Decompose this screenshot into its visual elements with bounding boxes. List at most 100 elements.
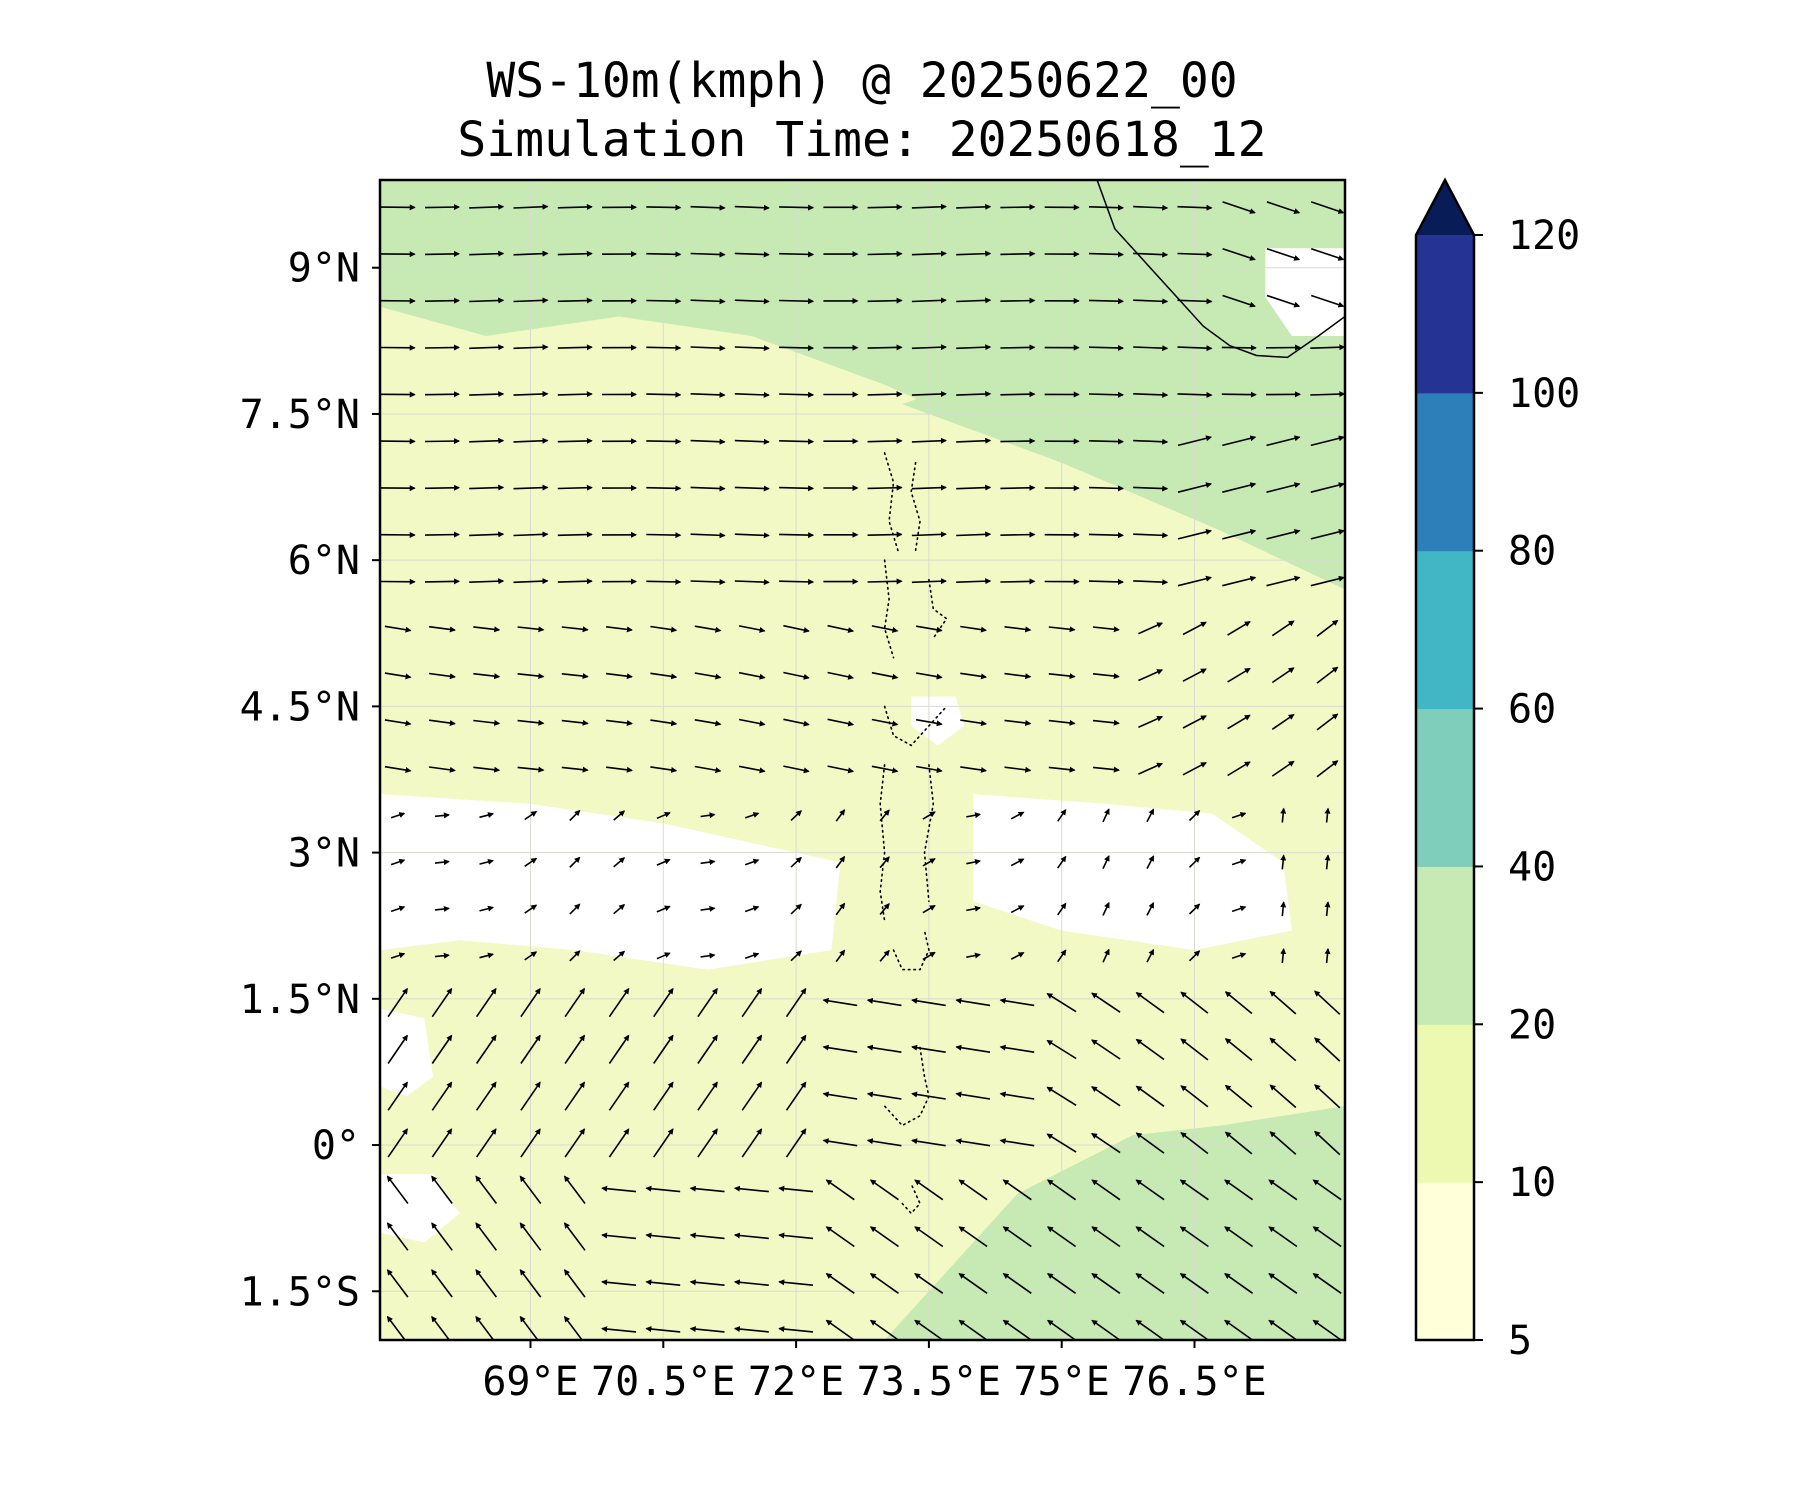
colorbar-segment-2	[1416, 866, 1474, 1025]
wind-arrow-236	[1102, 855, 1110, 870]
wind-arrow-134	[475, 1034, 497, 1064]
wind-arrow-13	[958, 1319, 988, 1340]
wind-arrow-535	[690, 204, 726, 211]
wind-arrow-448	[734, 391, 770, 398]
wind-speed-contours	[380, 180, 1345, 1340]
wind-arrow-228	[744, 858, 760, 866]
wind-arrow-308	[384, 672, 412, 680]
wind-arrow-147	[1046, 1039, 1077, 1060]
wind-arrow-203	[613, 903, 626, 915]
wind-arrow-409	[956, 484, 992, 491]
y-axis-ticks: 9°N 7.5°N 6°N 4.5°N 3°N 1.5°N 0° 1.5°S	[240, 246, 380, 1315]
wind-arrow-342	[915, 625, 943, 633]
wind-arrow-221	[434, 859, 450, 866]
wind-arrow-194	[1188, 950, 1201, 962]
wind-arrow-238	[1188, 856, 1201, 868]
wind-arrow-151	[1224, 1038, 1253, 1061]
wind-arrow-102	[999, 1138, 1035, 1147]
wind-arrow-254	[922, 811, 936, 820]
wind-arrow-348	[1182, 621, 1207, 636]
wind-arrow-214	[1102, 901, 1110, 916]
wind-arrow-260	[1188, 810, 1201, 822]
wind-arrow-7	[689, 1326, 725, 1333]
wind-arrow-78	[914, 1179, 944, 1201]
wind-arrow-283	[1227, 761, 1251, 777]
wind-arrow-531	[513, 203, 549, 210]
wind-arrow-278	[1004, 766, 1032, 773]
wind-arrow-400	[557, 484, 593, 491]
wind-arrow-282	[1182, 761, 1207, 776]
wind-arrow-34	[914, 1273, 944, 1294]
wind-arrow-209	[879, 903, 890, 916]
colorbar-label-6: 100	[1508, 371, 1580, 417]
wind-arrow-430	[911, 437, 947, 444]
coastline-layer	[1096, 180, 1345, 359]
wind-arrow-185	[790, 950, 802, 962]
wind-arrow-443	[513, 390, 549, 397]
chart-subtitle: Simulation Time: 20250618_12	[457, 112, 1266, 168]
wind-arrow-142	[822, 1044, 858, 1053]
wind-arrow-29	[689, 1279, 725, 1286]
map-plot-area	[380, 180, 1345, 1340]
y-tick-label-2: 6°N	[288, 538, 360, 584]
wind-arrow-386	[911, 531, 947, 538]
wind-arrow-446	[646, 391, 682, 398]
wind-arrow-54	[825, 1226, 855, 1248]
wind-arrow-518	[911, 250, 947, 257]
wind-arrow-49	[601, 1232, 637, 1240]
wind-arrow-256	[1010, 811, 1025, 820]
y-tick-label-5: 1.5°N	[240, 977, 360, 1023]
wind-arrow-39	[1135, 1273, 1165, 1294]
wind-arrow-129	[1224, 1084, 1253, 1108]
wind-arrow-360	[734, 579, 770, 586]
wind-arrow-83	[1135, 1179, 1165, 1201]
wind-arrow-463	[424, 344, 460, 351]
wind-arrow-505	[1310, 294, 1345, 308]
x-tick-label-2: 72°E	[748, 1359, 844, 1405]
wind-arrow-65	[1312, 1226, 1342, 1248]
wind-arrow-167	[955, 997, 991, 1007]
wind-arrow-355	[513, 578, 549, 585]
wind-arrow-323	[1048, 673, 1076, 680]
wind-arrow-407	[867, 484, 903, 491]
wind-arrow-334	[561, 626, 589, 633]
y-tick-label-0: 9°N	[288, 246, 360, 292]
wind-arrow-313	[606, 672, 633, 680]
wind-arrow-385	[867, 531, 903, 538]
wind-arrow-314	[650, 672, 678, 680]
wind-arrow-497	[956, 297, 992, 304]
wind-arrow-79	[958, 1179, 988, 1201]
wind-arrow-345	[1048, 626, 1076, 633]
wind-arrow-139	[697, 1034, 718, 1064]
wind-arrow-328	[1271, 667, 1295, 684]
x-tick-label-4: 75°E	[1014, 1359, 1110, 1405]
wind-arrow-5	[601, 1326, 637, 1333]
wind-arrow-179	[524, 951, 538, 961]
wind-arrow-419	[424, 438, 460, 445]
maldives-atolls-layer	[879, 452, 948, 1215]
atoll-outline-7	[892, 929, 930, 971]
wind-arrow-320	[915, 672, 943, 680]
wind-arrow-383	[779, 532, 815, 539]
wind-arrow-111	[431, 1081, 453, 1111]
wind-arrow-248	[656, 812, 671, 820]
contour-region-8	[1265, 248, 1345, 336]
wind-arrow-63	[1224, 1226, 1254, 1248]
wind-arrow-57	[958, 1226, 988, 1248]
wind-arrow-6	[645, 1326, 681, 1333]
wind-arrow-509	[513, 250, 549, 257]
colorbar-label-0: 5	[1508, 1318, 1532, 1364]
wind-arrow-424	[646, 438, 682, 445]
wind-arrow-540	[911, 203, 947, 210]
wind-arrow-395	[1310, 528, 1345, 540]
wind-arrow-246	[569, 809, 581, 822]
wind-arrow-51	[689, 1232, 725, 1240]
wind-arrow-306	[1271, 713, 1295, 730]
wind-arrow-302	[1092, 719, 1120, 726]
wind-arrow-264	[384, 765, 412, 773]
wind-arrow-222	[479, 858, 494, 865]
wind-arrow-157	[520, 987, 541, 1018]
wind-arrow-126	[1091, 1086, 1121, 1107]
wind-arrow-451	[867, 391, 903, 398]
wind-arrow-403	[690, 485, 726, 492]
